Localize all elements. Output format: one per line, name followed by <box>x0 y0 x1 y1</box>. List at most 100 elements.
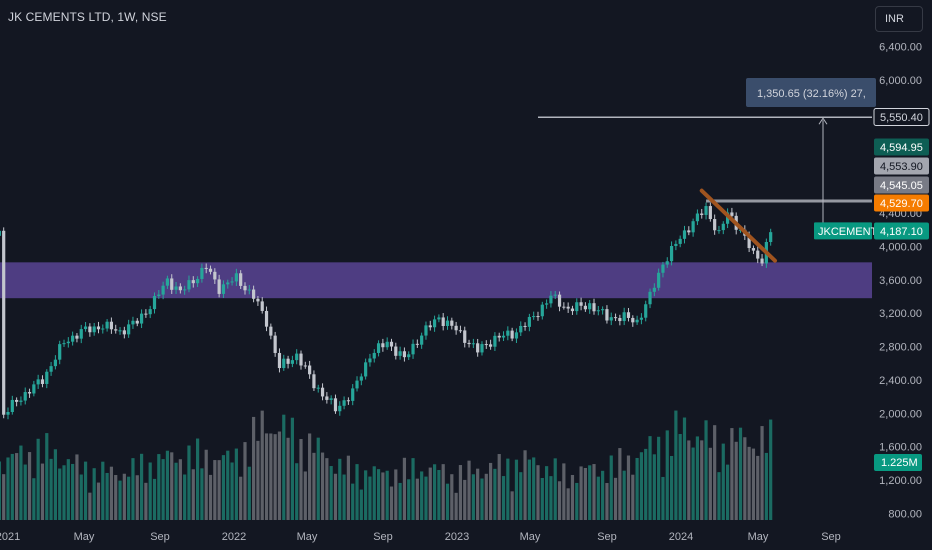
volume-bar <box>260 410 264 520</box>
volume-bar <box>441 464 445 520</box>
ticker-label: JKCEMENT <box>818 226 878 238</box>
volume-bar <box>6 457 10 520</box>
candle-body <box>588 303 592 310</box>
candle-body <box>420 335 424 345</box>
candle-body <box>631 317 635 323</box>
volume-bar <box>234 448 238 520</box>
candle-body <box>290 360 294 364</box>
candle-body <box>88 326 92 333</box>
candle-body <box>105 321 109 329</box>
candle-body <box>286 358 290 364</box>
candle-body <box>751 248 756 251</box>
candle-body <box>575 302 579 312</box>
volume-bar <box>88 492 92 520</box>
price-tag-label: 4,594.95 <box>880 142 923 154</box>
candle-body <box>424 325 428 336</box>
candle-body <box>299 353 303 366</box>
candle-body <box>131 320 135 325</box>
candle-body <box>454 325 458 331</box>
volume-bar <box>53 449 57 520</box>
volume-bar <box>338 458 342 520</box>
volume-bar <box>118 480 122 520</box>
trendline[interactable] <box>699 188 777 263</box>
chart-title: JK CEMENTS LTD, 1W, NSE <box>8 10 167 24</box>
candle-body <box>545 303 549 305</box>
volume-bar <box>626 455 631 520</box>
volume-bar <box>644 448 648 520</box>
candle-body <box>178 286 182 291</box>
candle-body <box>161 285 165 295</box>
price-tag-gray <box>874 176 929 194</box>
y-tick-label: 3,600.00 <box>879 275 922 287</box>
volume-bar <box>691 447 695 520</box>
volume-bar <box>372 466 376 520</box>
candlesticks[interactable] <box>0 202 773 420</box>
volume-bar <box>109 466 114 520</box>
volume-bar <box>127 476 131 520</box>
volume-bar <box>114 475 118 520</box>
candle-body <box>372 352 376 359</box>
candle-body <box>747 235 751 249</box>
volume-bar <box>71 463 75 520</box>
price-tags: 5,550.40 4,594.95 4,553.90 4,545.05 4,529.70… <box>873 108 930 471</box>
candle-body <box>557 294 562 307</box>
volume-bar <box>432 464 437 520</box>
candle-body <box>239 273 243 286</box>
candle-body <box>471 343 475 345</box>
candle-body <box>583 305 587 310</box>
volume-bar <box>420 471 424 520</box>
candle-body <box>10 399 14 413</box>
volume-bar <box>252 416 256 520</box>
candle-body <box>721 223 725 231</box>
price-tag-light-gray <box>874 157 929 175</box>
volume-bar <box>96 482 101 520</box>
candle-body <box>165 278 170 286</box>
volume-bar <box>36 438 40 520</box>
candle-body <box>269 326 273 336</box>
x-tick-label: May <box>297 531 318 543</box>
volume-bar <box>2 474 6 520</box>
candle-body <box>53 359 57 367</box>
candle-body <box>6 412 10 415</box>
candle-body <box>226 282 230 285</box>
candle-body <box>657 272 661 288</box>
candle-body <box>359 376 363 381</box>
volume-bar <box>320 452 325 520</box>
candle-body <box>109 321 114 330</box>
volume-bar <box>308 433 312 520</box>
volume-bar <box>704 420 708 520</box>
volume-bar <box>751 448 756 520</box>
candle-body <box>312 374 316 389</box>
time-axis[interactable]: 2021 May Sep 2022 May Sep 2023 May Sep 2024 May Sep <box>0 531 841 543</box>
candle-body <box>200 267 204 279</box>
candle-body <box>695 213 700 222</box>
candle-body <box>96 326 101 330</box>
price-tag-label: 5,550.40 <box>880 112 923 124</box>
volume-bar <box>333 473 338 520</box>
volume-bar <box>187 445 191 520</box>
candle-body <box>570 308 575 312</box>
volume-bar <box>10 453 14 520</box>
measure-box[interactable] <box>746 78 876 107</box>
volume-bar <box>32 478 36 520</box>
volume-bar <box>523 450 527 520</box>
volume-bar <box>652 454 656 520</box>
volume-bar <box>75 454 79 520</box>
volume-bar <box>316 437 320 520</box>
volume-bar <box>700 440 704 520</box>
candle-body <box>27 392 32 394</box>
candle-body <box>592 303 596 312</box>
drawings-layer[interactable]: 1,350.65 (32.16%) 27, JKCEMENT <box>537 78 878 263</box>
volume-bar <box>583 467 587 520</box>
candle-body <box>484 344 488 346</box>
volume-bar <box>329 466 333 520</box>
candle-body <box>618 318 622 322</box>
candle-body <box>639 317 644 320</box>
volume-bar <box>601 470 605 520</box>
currency-button[interactable]: INR <box>875 6 923 32</box>
candle-body <box>127 324 131 335</box>
candle-body <box>355 380 359 389</box>
candle-body <box>450 320 454 326</box>
volume-bar <box>303 471 307 520</box>
